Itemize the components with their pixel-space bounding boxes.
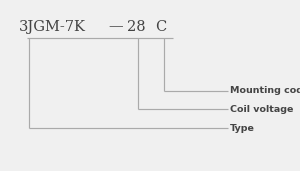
Text: 28: 28 [127,19,146,34]
Text: C: C [155,19,166,34]
Text: Coil voltage: Coil voltage [230,105,293,114]
Text: Type: Type [230,124,254,133]
Text: Mounting code: Mounting code [230,86,300,95]
Text: 3JGM-7K: 3JGM-7K [19,19,86,34]
Text: —: — [108,19,123,34]
